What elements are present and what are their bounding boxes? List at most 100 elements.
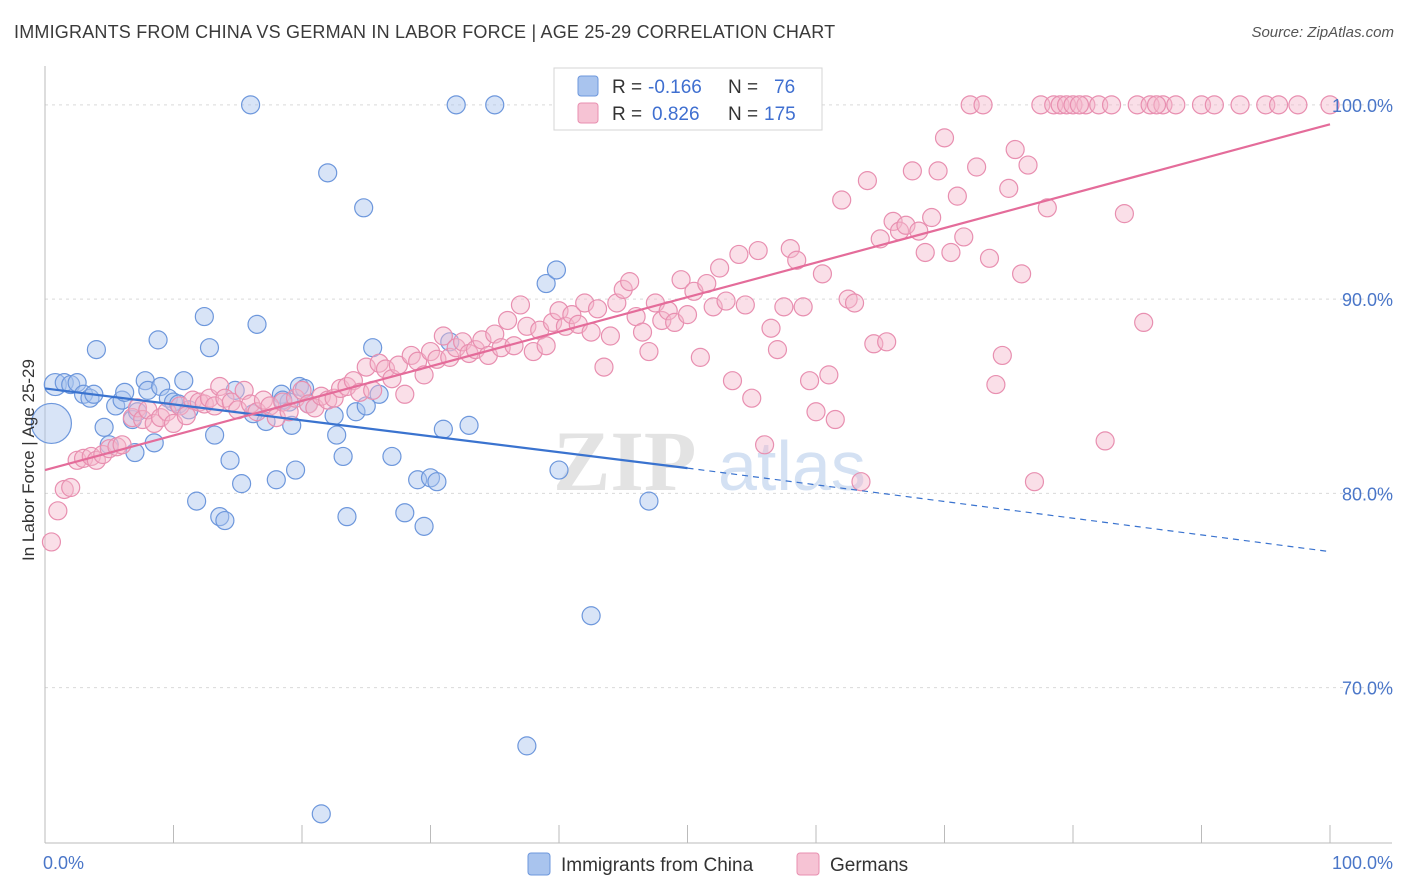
legend-r-value-2: 0.826	[652, 104, 700, 125]
legend-r-label-2: R =	[612, 104, 642, 125]
germans-point	[825, 409, 845, 430]
legend-n-label-2: N =	[728, 104, 758, 125]
china-point	[333, 446, 353, 467]
china-trend-extension	[687, 467, 1331, 553]
germans-point	[594, 357, 614, 377]
china-point	[395, 503, 415, 523]
legend-n-label-1: N =	[728, 77, 758, 98]
germans-point	[1011, 264, 1032, 284]
germans-point	[729, 244, 749, 265]
germans-point	[761, 318, 781, 338]
germans-point	[420, 341, 441, 362]
bottom-legend-swatch-china	[527, 852, 551, 876]
china-point	[138, 380, 158, 400]
germans-point	[954, 227, 974, 247]
germans-point	[812, 264, 833, 284]
germans-point	[851, 472, 871, 492]
china-point	[271, 384, 292, 404]
germans-point	[1204, 95, 1224, 115]
germans-point	[562, 305, 582, 325]
germans-point	[1288, 95, 1308, 115]
y-axis-title: In Labor Force | Age 25-29	[19, 359, 38, 561]
germans-point	[787, 250, 807, 270]
china-point	[427, 472, 447, 492]
trend-lines	[44, 123, 1331, 553]
germans-point	[928, 161, 948, 181]
germans-point	[774, 297, 794, 317]
china-point	[247, 314, 267, 334]
germans-point	[780, 238, 800, 259]
china-point	[485, 95, 505, 115]
germans-point	[1005, 139, 1025, 160]
germans-point	[542, 312, 563, 333]
legend-r-label-1: R =	[612, 77, 642, 98]
germans-point	[999, 178, 1019, 198]
china-point	[285, 460, 306, 480]
chart-title: IMMIGRANTS FROM CHINA VS GERMAN IN LABOR…	[14, 22, 836, 42]
germans-point	[1146, 95, 1167, 115]
germans-point	[735, 295, 755, 315]
germans-point	[716, 291, 736, 311]
y-tick-label: 80.0%	[1342, 484, 1393, 504]
germans-point	[986, 374, 1006, 395]
germans-point	[41, 532, 62, 552]
germans-point	[832, 190, 852, 210]
germans-point	[620, 272, 640, 292]
legend-n-value-2: 175	[764, 104, 796, 125]
china-point	[266, 470, 286, 490]
germans-point	[587, 299, 608, 319]
germans-point	[112, 435, 132, 455]
china-point	[459, 415, 479, 435]
china-point	[174, 371, 194, 391]
legend-swatch-blue	[577, 75, 599, 97]
germans-point	[1101, 95, 1122, 115]
legend-swatch-pink	[577, 102, 599, 124]
china-point	[241, 95, 261, 115]
germans-point	[1166, 95, 1186, 115]
germans-point	[517, 316, 537, 336]
germans-point	[1018, 155, 1038, 175]
legend: R = -0.166 N = 76 R = 0.826 N = 175	[553, 67, 823, 131]
germans-point	[48, 501, 68, 521]
tick-labels: 70.0% 80.0% 90.0% 100.0% 0.0% 100.0%	[43, 96, 1393, 873]
germans-trend-line	[44, 123, 1331, 472]
legend-box	[553, 67, 823, 131]
germans-point	[613, 279, 633, 299]
germans-point	[941, 242, 961, 263]
china-point	[536, 273, 556, 294]
germans-point	[767, 340, 788, 360]
china-point	[215, 510, 235, 531]
china-point	[517, 736, 537, 756]
germans-point	[677, 305, 698, 325]
china-point	[382, 446, 402, 467]
germans-point	[1114, 204, 1135, 224]
china-point	[414, 516, 434, 536]
germans-point	[600, 326, 621, 346]
germans-point	[883, 211, 903, 231]
germans-point	[356, 357, 376, 377]
germans-point	[915, 242, 935, 263]
china-point	[327, 425, 347, 445]
germans-point	[992, 345, 1012, 366]
germans-point	[754, 435, 775, 455]
legend-r-value-1: -0.166	[648, 77, 702, 98]
bottom-legend-swatch-germans	[796, 852, 820, 876]
germans-point	[510, 295, 531, 315]
germans-point	[1268, 95, 1289, 115]
china-point	[311, 804, 331, 824]
germans-point	[632, 322, 653, 342]
germans-point	[536, 336, 556, 356]
watermark-atlas: atlas	[718, 427, 866, 505]
germans-point	[819, 365, 839, 385]
germans-point	[1069, 95, 1090, 115]
germans-point	[710, 258, 730, 278]
china-point	[546, 260, 567, 280]
germans-point	[877, 332, 897, 352]
china-point	[94, 417, 114, 437]
germans-point	[934, 128, 955, 148]
china-point	[232, 474, 252, 494]
germans-point	[799, 371, 820, 391]
bottom-legend: Immigrants from China Germans	[527, 852, 908, 876]
germans-point	[639, 341, 659, 362]
germans-point	[967, 157, 987, 177]
